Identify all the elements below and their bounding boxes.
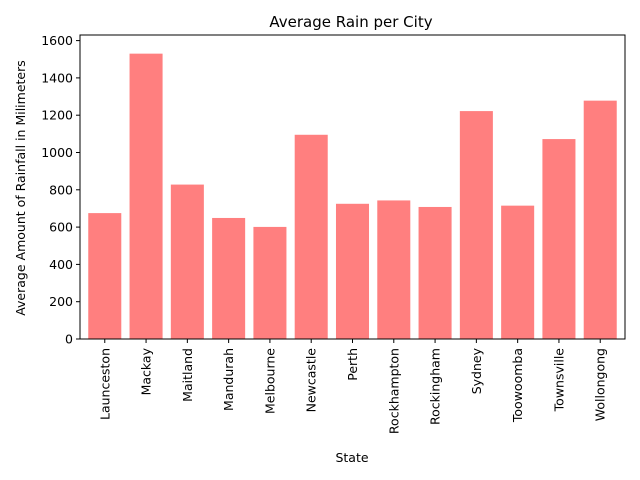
y-tick-label: 1400 [41, 70, 73, 85]
x-tick-label: Newcastle [304, 348, 319, 413]
bar-perth [335, 203, 370, 339]
bar-rockingham [418, 206, 452, 339]
y-tick-label: 1000 [41, 145, 73, 160]
y-tick-label: 200 [49, 294, 73, 309]
x-tick-label: Maitland [180, 348, 195, 402]
bar-sydney [459, 111, 493, 339]
bar-townsville [542, 139, 576, 339]
bar-launceston [88, 213, 122, 339]
bar-wollongong [583, 100, 617, 340]
x-tick-label: Melbourne [262, 348, 277, 414]
y-tick-label: 1600 [41, 33, 73, 48]
x-tick-label: Perth [345, 348, 360, 381]
y-tick-label: 1200 [41, 108, 73, 123]
bar-mackay [129, 53, 163, 340]
bar-toowoomba [501, 205, 535, 339]
x-tick-label: Rockhampton [386, 348, 401, 434]
y-tick-label: 600 [49, 220, 73, 235]
x-tick-label: Wollongong [593, 348, 608, 421]
x-tick-label: Townsville [551, 348, 566, 413]
chart-title: Average Rain per City [269, 13, 432, 31]
bar-maitland [170, 184, 204, 339]
bar-mandurah [212, 217, 246, 339]
x-axis-title: State [335, 450, 368, 465]
y-tick-label: 0 [65, 332, 73, 347]
x-tick-label: Rockingham [428, 348, 443, 425]
bars-group [88, 53, 617, 340]
x-tick-label: Toowoomba [510, 348, 525, 423]
x-tick-label: Launceston [97, 348, 112, 420]
y-tick-label: 400 [49, 257, 73, 272]
bar-newcastle [294, 134, 328, 339]
y-tick-label: 800 [49, 182, 73, 197]
x-tick-label: Mandurah [221, 348, 236, 411]
bar-rockhampton [377, 200, 411, 339]
y-axis-title: Average Amount of Rainfall in Milimeters [13, 60, 28, 316]
x-tick-label: Sydney [469, 347, 484, 394]
bar-melbourne [253, 226, 287, 339]
x-tick-label: Mackay [139, 347, 154, 395]
axes-group: 0 200 400 600 800 1000 1200 1400 1600 Launceston M… [41, 33, 626, 434]
